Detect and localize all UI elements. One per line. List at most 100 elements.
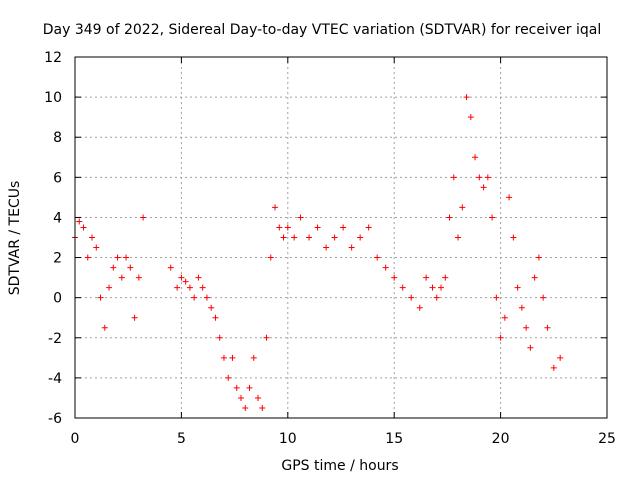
y-tick-label: 0 — [53, 291, 62, 307]
data-point — [131, 314, 138, 321]
data-point — [297, 214, 304, 221]
data-point — [229, 354, 236, 361]
data-point — [550, 364, 557, 371]
plot-frame — [74, 56, 608, 419]
data-points — [72, 94, 564, 411]
data-point — [135, 274, 142, 281]
data-point — [208, 304, 215, 311]
data-point — [212, 314, 219, 321]
data-point — [523, 324, 530, 331]
chart-title: Day 349 of 2022, Sidereal Day-to-day VTE… — [43, 22, 601, 38]
data-point — [246, 384, 253, 391]
data-point — [140, 214, 147, 221]
data-point — [348, 244, 355, 251]
data-point — [459, 204, 466, 211]
data-point — [540, 294, 547, 301]
x-tick-label: 0 — [71, 431, 80, 447]
data-point — [467, 114, 474, 121]
data-point — [314, 224, 321, 231]
data-point — [250, 354, 257, 361]
data-point — [455, 234, 462, 241]
data-point — [506, 194, 513, 201]
data-point — [276, 224, 283, 231]
data-point — [101, 324, 108, 331]
data-point — [174, 284, 181, 291]
data-point — [514, 284, 521, 291]
data-point — [284, 224, 291, 231]
y-tick-label: -4 — [48, 371, 62, 387]
data-point — [97, 294, 104, 301]
data-point — [123, 254, 130, 261]
data-point — [438, 284, 445, 291]
y-tick-label: 2 — [53, 251, 62, 267]
y-tick-label: -2 — [48, 331, 62, 347]
data-point — [76, 218, 83, 225]
data-point — [178, 274, 185, 281]
data-point — [106, 284, 113, 291]
data-point — [259, 404, 266, 411]
data-point — [93, 244, 100, 251]
data-point — [255, 394, 262, 401]
data-point — [484, 174, 491, 181]
data-point — [416, 304, 423, 311]
y-tick-label: 4 — [53, 210, 62, 226]
data-point — [237, 394, 244, 401]
data-point — [306, 234, 313, 241]
data-point — [191, 294, 198, 301]
data-point — [510, 234, 517, 241]
data-point — [186, 284, 193, 291]
data-point — [493, 294, 500, 301]
data-point — [220, 354, 227, 361]
data-point — [84, 254, 91, 261]
data-point — [399, 284, 406, 291]
data-point — [291, 234, 298, 241]
x-tick-label: 10 — [279, 431, 297, 447]
x-tick-label: 25 — [598, 431, 616, 447]
data-point — [340, 224, 347, 231]
y-tick-label: 8 — [53, 130, 62, 146]
data-point — [331, 234, 338, 241]
data-point — [267, 254, 274, 261]
data-point — [118, 274, 125, 281]
data-point — [374, 254, 381, 261]
data-point — [472, 154, 479, 161]
data-point — [323, 244, 330, 251]
y-tick-label: 6 — [53, 170, 62, 186]
data-point — [535, 254, 542, 261]
data-point — [225, 374, 232, 381]
data-point — [527, 344, 534, 351]
data-point — [408, 294, 415, 301]
data-point — [501, 314, 508, 321]
y-tick-label: 12 — [44, 50, 62, 66]
data-point — [476, 174, 483, 181]
data-point — [489, 214, 496, 221]
data-point — [195, 274, 202, 281]
data-point — [110, 264, 117, 271]
data-point — [497, 334, 504, 341]
ticks: 0 5 10 15 20 25 -6 -4 -2 0 2 4 6 8 10 12 — [44, 50, 616, 447]
x-axis-title: GPS time / hours — [281, 458, 398, 474]
data-point — [480, 184, 487, 191]
data-point — [429, 284, 436, 291]
data-point — [382, 264, 389, 271]
data-point — [216, 334, 223, 341]
data-point — [89, 234, 96, 241]
data-point — [365, 224, 372, 231]
data-point — [463, 94, 470, 101]
data-point — [391, 274, 398, 281]
data-point — [446, 214, 453, 221]
data-point — [557, 354, 564, 361]
data-point — [263, 334, 270, 341]
data-point — [544, 324, 551, 331]
data-point — [167, 264, 174, 271]
x-tick-label: 20 — [492, 431, 510, 447]
data-point — [280, 234, 287, 241]
data-point — [114, 254, 121, 261]
data-point — [518, 304, 525, 311]
y-tick-label: -6 — [48, 411, 62, 427]
data-point — [433, 294, 440, 301]
x-tick-label: 15 — [385, 431, 403, 447]
data-point — [423, 274, 430, 281]
